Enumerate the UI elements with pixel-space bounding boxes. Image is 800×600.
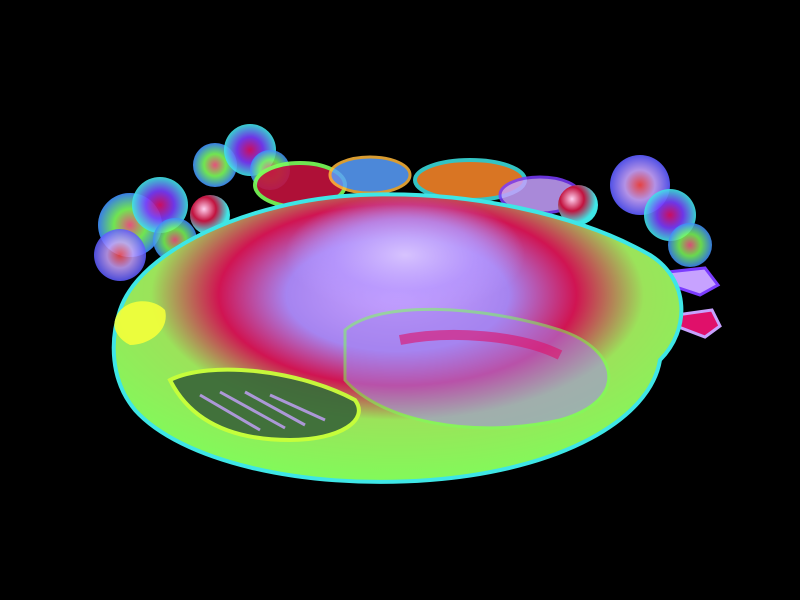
turkey-neck — [114, 301, 166, 345]
turkey-body — [111, 192, 684, 484]
turkey-wing — [167, 367, 361, 443]
broccoli-left — [94, 177, 197, 281]
broccoli-right — [610, 155, 712, 267]
